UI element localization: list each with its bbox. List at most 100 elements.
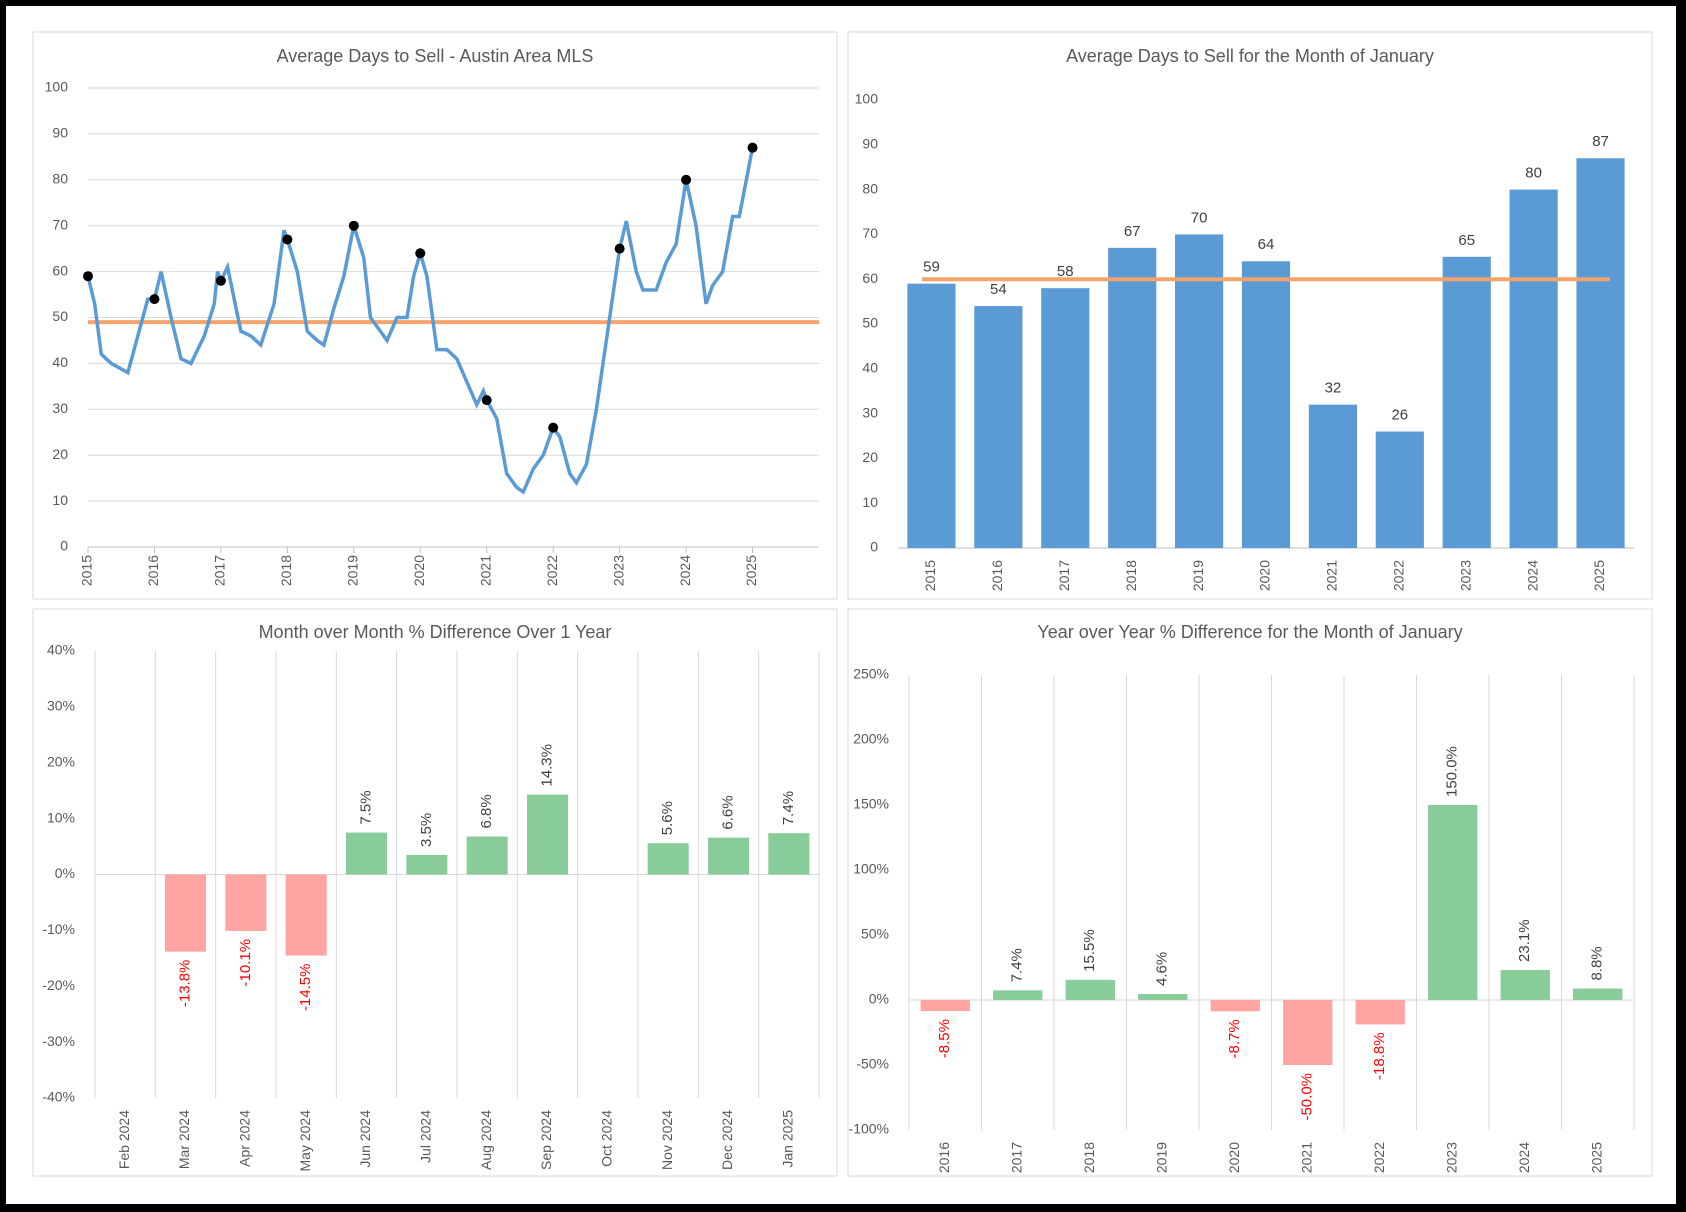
marker: [282, 234, 293, 245]
y-tick-label: -20%: [42, 977, 75, 993]
data-label: 70: [1191, 209, 1208, 226]
bar: [164, 874, 207, 952]
x-tick-label: 2015: [922, 560, 938, 591]
panel: [32, 608, 838, 1177]
y-tick-label: 50: [52, 308, 68, 324]
y-tick-label: 30%: [47, 698, 75, 714]
y-tick-label: 50: [862, 315, 878, 331]
bar: [1108, 247, 1157, 548]
x-tick-label: Oct 2024: [599, 1110, 615, 1167]
y-tick-label: 80: [862, 180, 878, 196]
data-label: 67: [1124, 223, 1141, 240]
data-label: 14.3%: [538, 744, 555, 787]
bar: [1355, 1000, 1405, 1025]
marker: [681, 174, 692, 185]
bar: [1428, 805, 1478, 1000]
y-tick-label: 150%: [853, 796, 889, 812]
y-tick-label: 0: [870, 539, 878, 555]
chart-title: Average Days to Sell for the Month of Ja…: [1066, 46, 1434, 66]
data-label: 15.5%: [1081, 929, 1098, 972]
x-tick-label: 2025: [1591, 560, 1607, 591]
x-tick-label: 2021: [1298, 1142, 1314, 1173]
bar: [707, 837, 750, 875]
data-label: 80: [1525, 165, 1542, 182]
y-tick-label: 100: [855, 91, 879, 107]
data-label: 3.5%: [418, 813, 435, 847]
x-tick-label: 2016: [989, 560, 1005, 591]
data-label: 150.0%: [1444, 746, 1461, 797]
x-tick-label: 2019: [1153, 1142, 1169, 1173]
y-tick-label: -50%: [856, 1056, 889, 1072]
y-tick-label: 0: [60, 538, 68, 554]
y-tick-label: 20: [52, 446, 68, 462]
y-tick-label: 20%: [47, 753, 75, 769]
marker: [415, 248, 426, 259]
y-tick-label: -40%: [42, 1089, 75, 1105]
y-tick-label: 20: [862, 449, 878, 465]
bar: [1041, 288, 1090, 548]
x-tick-label: Jan 2025: [780, 1110, 796, 1168]
marker: [747, 142, 758, 153]
bar: [1576, 158, 1625, 549]
bar: [1573, 988, 1623, 1000]
y-tick-label: 60: [52, 262, 68, 278]
y-tick-label: 0%: [55, 865, 75, 881]
bar: [768, 833, 810, 875]
bar: [1210, 1000, 1260, 1012]
data-label: -50.0%: [1299, 1073, 1316, 1121]
data-label: 26: [1391, 406, 1408, 423]
data-label: 7.4%: [780, 791, 797, 825]
data-label: 7.5%: [357, 790, 374, 824]
x-tick-label: Nov 2024: [659, 1110, 675, 1170]
x-tick-label: 2017: [212, 555, 228, 586]
x-tick-label: 2020: [1257, 560, 1273, 591]
y-tick-label: 100: [45, 79, 69, 95]
x-tick-label: 2017: [1008, 1142, 1024, 1173]
x-tick-label: 2016: [936, 1142, 952, 1173]
y-tick-label: 40: [52, 354, 68, 370]
x-tick-label: 2019: [1190, 560, 1206, 591]
data-label: 32: [1325, 380, 1342, 397]
x-tick-label: 2018: [1081, 1142, 1097, 1173]
y-tick-label: 10%: [47, 809, 75, 825]
x-tick-label: 2023: [1443, 1142, 1459, 1173]
x-tick-label: 2019: [345, 555, 361, 586]
data-label: 65: [1458, 232, 1475, 249]
data-label: -18.8%: [1371, 1032, 1388, 1080]
x-tick-label: 2017: [1056, 560, 1072, 591]
x-tick-label: Apr 2024: [237, 1110, 253, 1167]
data-line: [86, 147, 755, 495]
x-tick-label: Sep 2024: [538, 1110, 554, 1170]
data-label: 54: [990, 281, 1007, 298]
data-label: 6.6%: [719, 795, 736, 829]
x-tick-label: Jul 2024: [418, 1110, 434, 1163]
x-tick-label: 2015: [79, 555, 95, 586]
bar: [920, 1000, 970, 1012]
y-tick-label: 90: [862, 136, 878, 152]
x-tick-label: 2023: [610, 555, 626, 586]
bar: [647, 843, 689, 875]
marker: [481, 395, 492, 406]
x-tick-label: Aug 2024: [478, 1110, 494, 1170]
panel: [32, 31, 838, 600]
bar: [907, 283, 956, 548]
marker: [215, 275, 226, 286]
bar: [993, 990, 1043, 1000]
data-label: 6.8%: [478, 794, 495, 828]
y-tick-label: 100%: [853, 861, 889, 877]
chart-title: Year over Year % Difference for the Mont…: [1037, 622, 1462, 642]
y-tick-label: 10: [52, 492, 68, 508]
y-tick-label: 40: [862, 360, 878, 376]
bar: [1442, 256, 1491, 548]
data-label: 8.8%: [1589, 946, 1606, 980]
data-label: 5.6%: [659, 801, 676, 835]
x-tick-label: Dec 2024: [719, 1110, 735, 1170]
x-tick-label: 2022: [1371, 1142, 1387, 1173]
x-tick-label: 2020: [1226, 1142, 1242, 1173]
y-tick-label: 60: [862, 270, 878, 286]
x-tick-label: 2022: [1391, 560, 1407, 591]
bar: [1509, 189, 1558, 548]
chart-title: Average Days to Sell - Austin Area MLS: [277, 46, 594, 66]
bar: [1241, 261, 1291, 548]
